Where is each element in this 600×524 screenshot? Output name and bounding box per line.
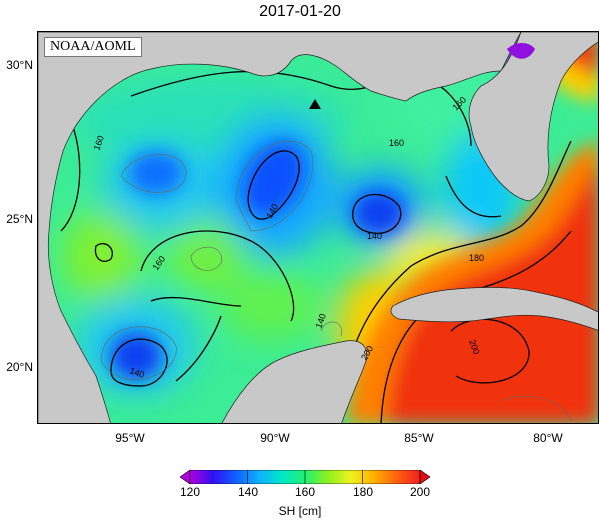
land-areas xyxy=(38,32,598,423)
cuba-island xyxy=(390,287,598,331)
us-mexico-coast xyxy=(38,32,522,423)
colorbar-tick-label: 180 xyxy=(352,485,374,499)
contour-label: 140 xyxy=(367,231,382,241)
sea-height-map: 160 140 140 160 160 140 140 180 200 200 … xyxy=(38,32,598,423)
lon-label-95w: 95°W xyxy=(115,431,145,445)
source-label: NOAA/AOML xyxy=(44,37,142,57)
contour-label: 140 xyxy=(128,365,146,380)
contour-label: 160 xyxy=(91,134,106,152)
lat-label-25n: 25°N xyxy=(6,212,33,226)
colorbar-tick-label: 120 xyxy=(179,485,201,499)
lon-label-80w: 80°W xyxy=(533,431,563,445)
colorbar-ticks xyxy=(247,470,363,484)
colorbar-low-arrow xyxy=(180,470,191,484)
lon-label-90w: 90°W xyxy=(260,431,290,445)
colorbar-tick-label: 200 xyxy=(409,485,431,499)
lat-label-20n: 20°N xyxy=(6,360,33,374)
map-panel: 160 140 140 160 160 140 140 180 200 200 … xyxy=(37,31,599,424)
map-title: 2017-01-20 xyxy=(259,3,341,20)
contour-label: 180 xyxy=(469,253,484,263)
contour-label: 160 xyxy=(389,138,404,148)
colorbar-unit-label: SH [cm] xyxy=(278,504,322,518)
lat-label-30n: 30°N xyxy=(6,58,33,72)
florida-peninsula xyxy=(468,32,598,202)
lon-label-85w: 85°W xyxy=(404,431,434,445)
colorbar xyxy=(180,470,430,484)
colorbar-tick-label: 160 xyxy=(294,485,316,499)
colorbar-high-arrow xyxy=(419,470,430,484)
northeast-low xyxy=(507,43,535,59)
contour-label: 140 xyxy=(313,312,328,330)
contour-label: 200 xyxy=(467,338,482,356)
minor-contours xyxy=(100,140,572,422)
colorbar-tick-label: 140 xyxy=(237,485,259,499)
triangle-marker xyxy=(309,99,321,109)
yucatan-peninsula xyxy=(221,340,367,423)
